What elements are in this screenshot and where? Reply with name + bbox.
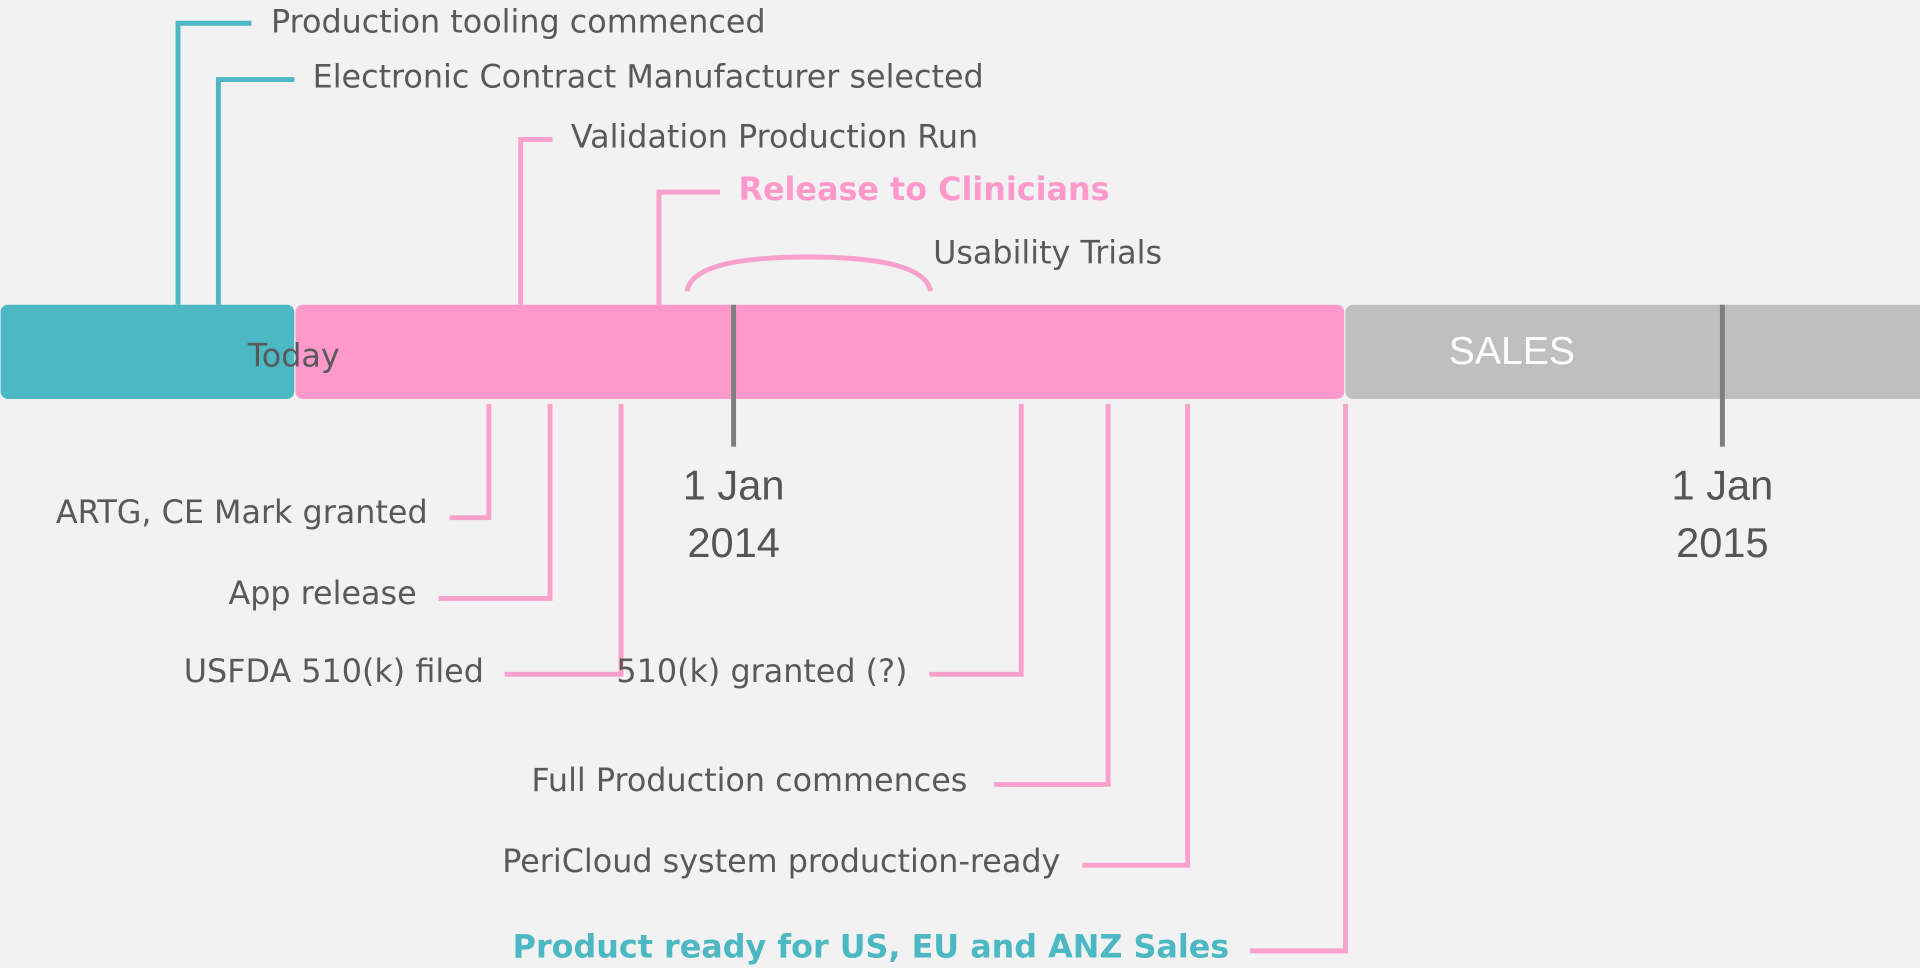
milestone: Full Production commences xyxy=(531,761,967,799)
phase-label: SALES xyxy=(1449,330,1575,373)
phase-bar xyxy=(295,304,1345,399)
date-label: 2014 xyxy=(687,519,780,566)
milestone: App release xyxy=(228,574,416,612)
callout-line xyxy=(929,403,1024,677)
callout-line xyxy=(175,20,252,305)
milestone: Production tooling commenced xyxy=(271,2,766,40)
span-bracket xyxy=(684,254,934,292)
callout-line xyxy=(215,77,295,305)
date-label: 1 Jan xyxy=(683,461,785,508)
phase-bar xyxy=(1345,304,1920,399)
milestone: Electronic Contract Manufacturer selecte… xyxy=(313,57,984,95)
date-label: 2015 xyxy=(1676,519,1769,566)
milestone: ARTG, CE Mark granted xyxy=(56,493,428,531)
callout-line xyxy=(656,189,721,305)
phase-bar xyxy=(0,304,295,399)
callout-line xyxy=(994,403,1111,787)
milestone: USFDA 510(k) filed xyxy=(184,652,484,690)
callout-line xyxy=(518,137,553,305)
milestone: PeriCloud system production-ready xyxy=(502,842,1060,880)
date-label: 1 Jan xyxy=(1672,461,1774,508)
callout-line xyxy=(438,403,553,601)
callout-line xyxy=(1082,403,1191,868)
milestone: Product ready for US, EU and ANZ Sales xyxy=(513,927,1230,965)
today-label: Today xyxy=(247,336,340,374)
callout-line xyxy=(1250,403,1348,954)
milestone: 510(k) granted (?) xyxy=(616,652,907,690)
milestone: Validation Production Run xyxy=(571,117,978,155)
callout-line xyxy=(504,403,624,677)
milestone: Release to Clinicians xyxy=(738,170,1109,208)
milestone: Usability Trials xyxy=(933,234,1162,272)
callout-line xyxy=(449,403,492,521)
